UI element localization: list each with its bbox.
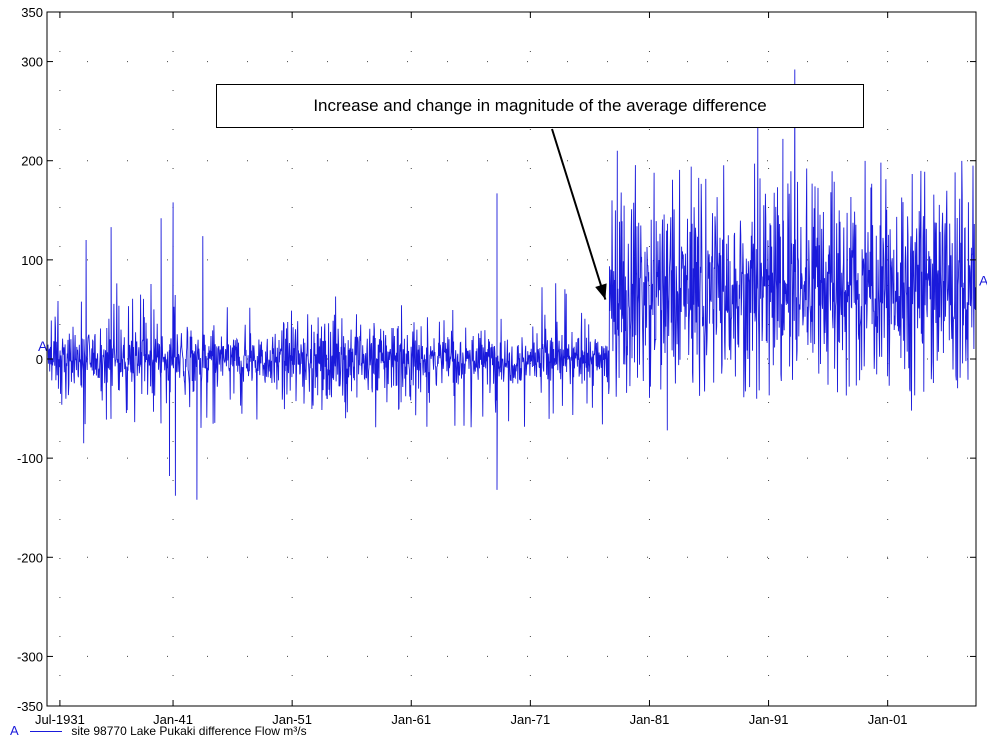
x-tick-label: Jan-41 [153, 712, 193, 727]
annotation-arrow-head [595, 283, 607, 300]
x-tick-label: Jan-51 [272, 712, 312, 727]
annotation-layer [551, 128, 607, 300]
legend-line-swatch [30, 731, 63, 733]
legend-label: site 98770 Lake Pukaki difference Flow m… [71, 724, 307, 738]
y-tick-label: -350 [17, 699, 43, 714]
ticks: -350 -300 -200 -100 0 100 200 300 350 Jul-1931 Jan… [17, 5, 976, 727]
x-tick-label: Jan-61 [391, 712, 431, 727]
legend: A site 98770 Lake Pukaki difference Flow… [10, 723, 307, 738]
series-layer: AA [38, 69, 987, 500]
series-marker-right: A [979, 273, 987, 289]
legend-marker: A [10, 723, 19, 738]
x-tick-label: Jan-01 [868, 712, 908, 727]
x-tick-label: Jan-91 [749, 712, 789, 727]
y-tick-label: 300 [21, 55, 43, 70]
y-tick-label: 200 [21, 154, 43, 169]
series-line [47, 69, 976, 500]
y-tick-label: -200 [17, 550, 43, 565]
annotation-arrow-shaft [551, 128, 607, 300]
series-marker-left: A [38, 338, 48, 354]
y-tick-label: -100 [17, 451, 43, 466]
x-tick-label: Jan-81 [630, 712, 670, 727]
y-tick-label: 0 [36, 352, 43, 367]
y-tick-label: 350 [21, 5, 43, 20]
y-tick-label: 100 [21, 253, 43, 268]
annotation-callout: Increase and change in magnitude of the … [216, 84, 864, 128]
x-tick-label: Jan-71 [510, 712, 550, 727]
x-tick-label: Jul-1931 [35, 712, 85, 727]
y-tick-label: -300 [17, 649, 43, 664]
